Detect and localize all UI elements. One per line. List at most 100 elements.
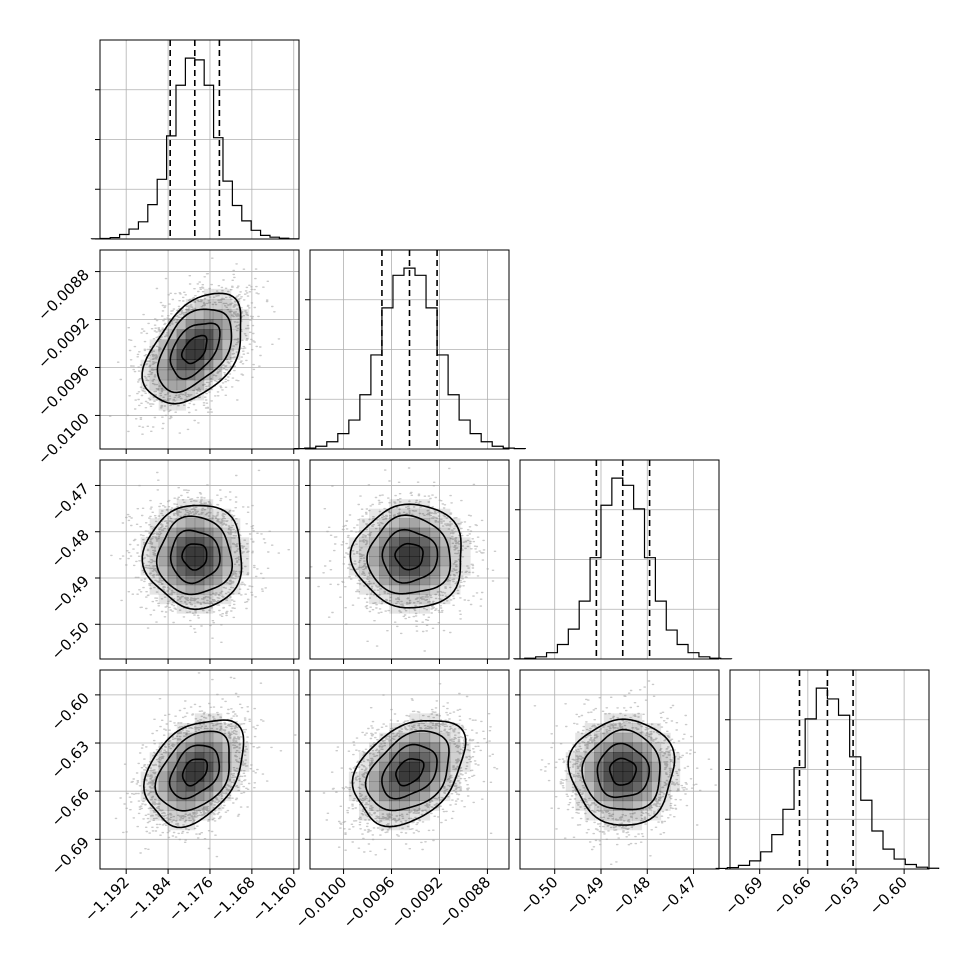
density-cell (212, 527, 223, 538)
density-cell (212, 319, 223, 330)
density-cell (149, 575, 160, 586)
density-cell (185, 339, 196, 350)
density-cell (212, 329, 223, 340)
density-cell (239, 329, 250, 340)
density-cell (409, 713, 421, 724)
density-cell (409, 742, 421, 753)
density-cell (176, 584, 187, 595)
density-cell (379, 556, 390, 567)
contour-line (567, 718, 676, 826)
density-cell (584, 771, 595, 782)
density-cell (203, 575, 214, 586)
density-cell (176, 820, 187, 831)
panel-frame (99, 459, 300, 660)
density-cell (194, 508, 205, 519)
density-cell (158, 584, 169, 595)
density-cell (194, 752, 205, 763)
density-cell (230, 575, 241, 586)
density-cell (409, 565, 421, 576)
contour-line (169, 322, 221, 380)
density-cell (176, 742, 187, 753)
density-cell (632, 761, 643, 772)
density-cell (358, 518, 370, 529)
density-cell (158, 752, 169, 763)
density-cell (149, 369, 160, 381)
density-cell (603, 761, 614, 772)
density-cell (584, 723, 595, 734)
density-cell (230, 329, 241, 340)
density-cell (449, 781, 461, 792)
x-tick-label: −1.192 (81, 873, 133, 925)
density-cell (389, 810, 400, 821)
density-cell (419, 527, 431, 538)
density-cell (369, 752, 380, 763)
x-tick-label: −1.184 (123, 873, 175, 925)
density-cell (603, 732, 614, 743)
density-cell (670, 761, 681, 772)
density-cell (167, 781, 178, 792)
density-cell (369, 546, 380, 557)
density-cell (149, 518, 160, 529)
density-cell (603, 781, 614, 792)
density-cell (212, 298, 223, 310)
panel-frame (99, 669, 300, 870)
density-cell (158, 339, 169, 350)
density-cell (369, 781, 380, 792)
density-cell (439, 584, 451, 595)
density-cell (594, 800, 605, 811)
density-cell (399, 546, 410, 557)
contour-line (155, 515, 233, 596)
density-cell (449, 761, 461, 772)
density-cell (389, 537, 400, 548)
x-tick-label: −0.49 (563, 873, 608, 918)
density-cell (584, 810, 595, 821)
density-cell (389, 565, 400, 576)
density-cell (660, 761, 671, 772)
density-cell (194, 771, 205, 782)
x-tick-label: −0.69 (721, 873, 766, 918)
density-cell (369, 518, 380, 529)
x-tick-label: −0.60 (866, 873, 911, 918)
density-cell (185, 732, 196, 743)
density-cell (185, 565, 196, 576)
contour-line (142, 719, 245, 829)
density-cell (358, 771, 370, 782)
density-cell (158, 565, 169, 576)
density-cell (212, 781, 223, 792)
density-cell (230, 546, 241, 557)
density-cell (203, 329, 214, 340)
density-cell (203, 359, 214, 371)
density-cell (176, 369, 187, 381)
density-cell (185, 369, 196, 381)
density-cell (194, 379, 205, 391)
density-cell (140, 537, 151, 548)
x-tick-label: −0.0096 (340, 873, 399, 932)
density-cell (158, 781, 169, 792)
contour-line (141, 504, 243, 611)
density-cell (660, 771, 671, 782)
density-cell (389, 603, 400, 614)
density-cell (176, 575, 187, 586)
density-cell (230, 584, 241, 595)
density-cell (203, 800, 214, 811)
density-cell (185, 359, 196, 371)
density-cell (185, 389, 196, 401)
density-cell (594, 781, 605, 792)
y-tick-label: −0.49 (48, 572, 93, 617)
density-cell (409, 761, 421, 772)
density-cell (369, 537, 380, 548)
density-cell (449, 537, 461, 548)
density-cell (399, 752, 410, 763)
x-tick-label: −1.176 (165, 873, 217, 925)
density-cell (389, 742, 400, 753)
y-tick-label: −0.0096 (34, 362, 93, 421)
density-cell (176, 800, 187, 811)
density-cell (632, 791, 643, 802)
density-cell (358, 556, 370, 567)
density-cell (176, 594, 187, 605)
density-cell (203, 810, 214, 821)
density-cell (149, 379, 160, 391)
density-cell (449, 723, 461, 734)
density-cell (594, 723, 605, 734)
density-cell (419, 594, 431, 605)
